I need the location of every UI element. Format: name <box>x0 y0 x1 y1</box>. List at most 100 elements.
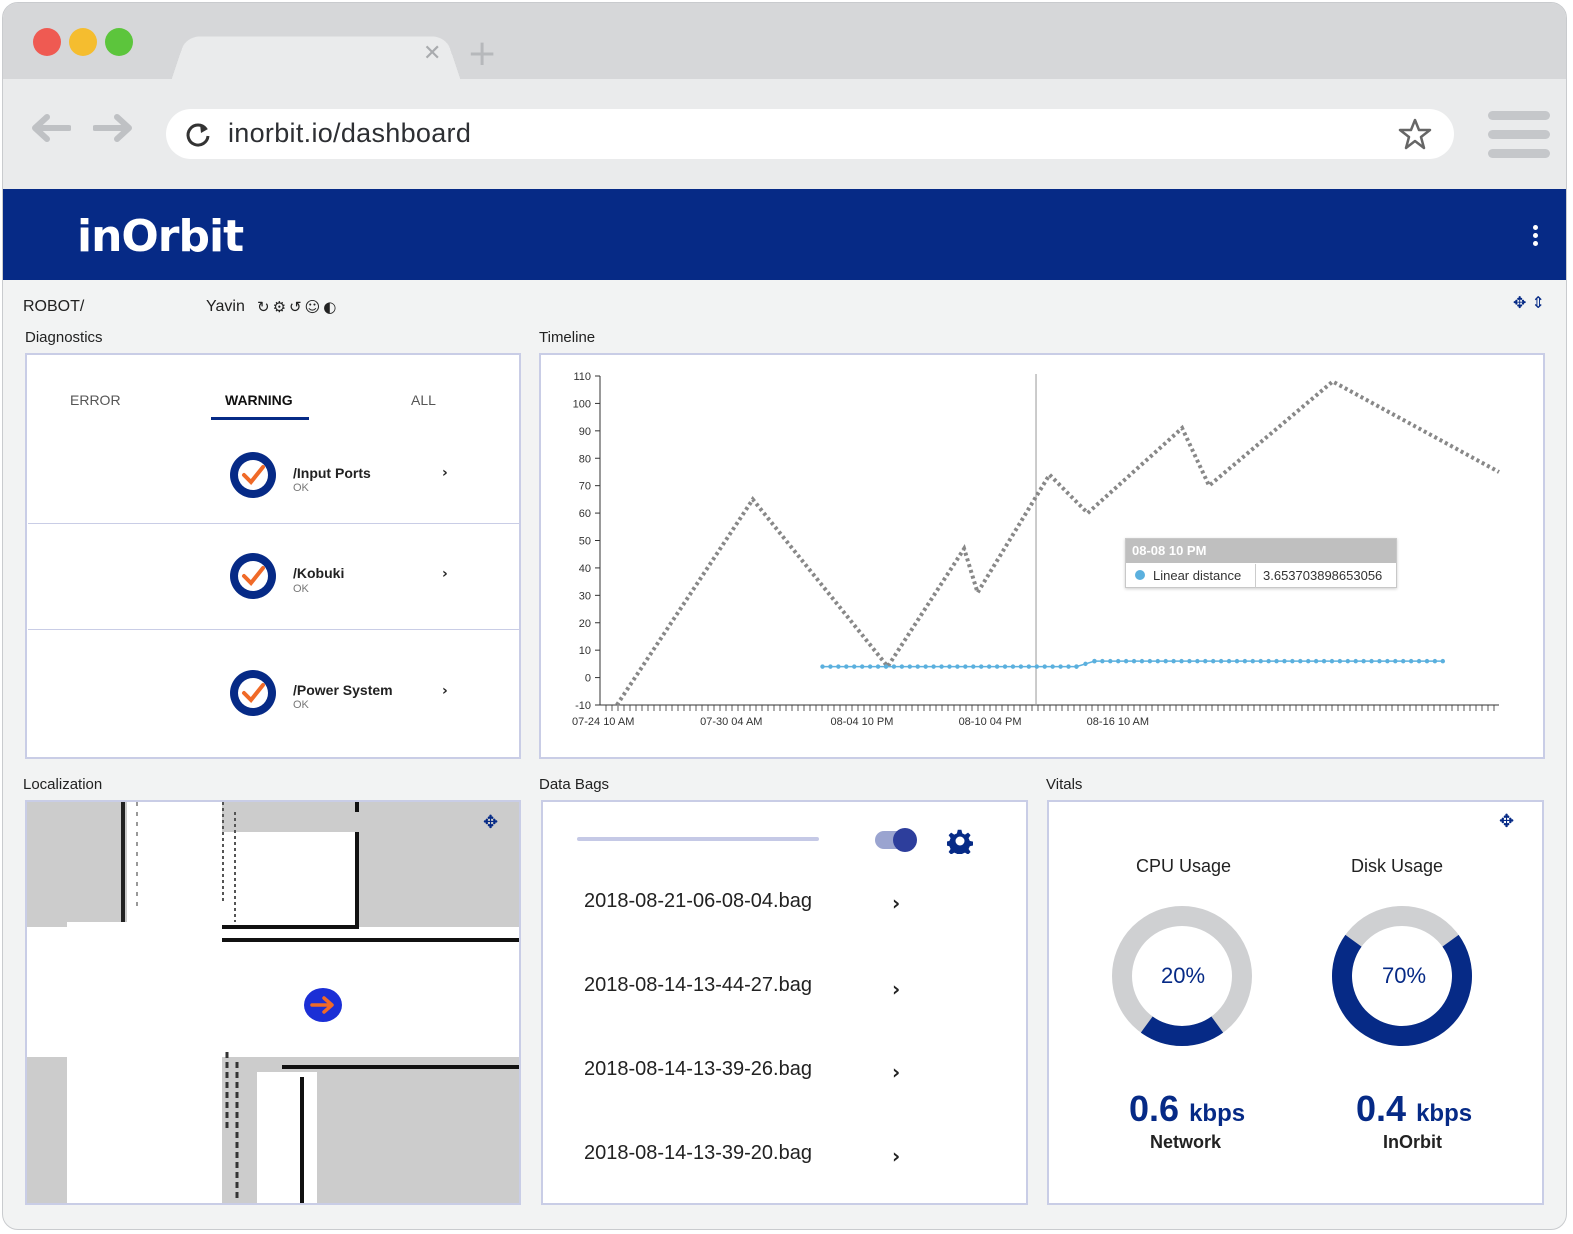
url-text[interactable]: inorbit.io/dashboard <box>228 118 472 148</box>
robot-breadcrumb[interactable]: ROBOT/ <box>23 298 85 315</box>
chevron-right-icon[interactable]: › <box>892 977 901 1001</box>
recording-toggle[interactable] <box>875 828 917 852</box>
chevron-right-icon[interactable]: › <box>442 566 448 582</box>
series-point <box>859 664 865 669</box>
series-point <box>1058 664 1063 669</box>
bag-file-name[interactable]: 2018-08-14-13-39-20.bag <box>584 1142 812 1164</box>
series-point <box>1100 658 1105 664</box>
new-tab-icon[interactable]: + <box>467 33 498 74</box>
series-point <box>1092 658 1097 664</box>
y-tick-label: 90 <box>579 426 591 438</box>
series-point <box>1108 658 1113 664</box>
series-point <box>891 664 897 669</box>
diagnostic-name: /Power System <box>293 682 393 698</box>
localization-map[interactable]: ✥ <box>25 800 521 1205</box>
series-point <box>1155 658 1160 664</box>
series-point <box>1010 664 1016 669</box>
ok-check-icon <box>230 553 276 599</box>
tab-warning[interactable]: WARNING <box>225 392 293 408</box>
chevron-right-icon[interactable]: › <box>442 683 448 699</box>
series-point <box>1116 658 1121 664</box>
x-tick-label: 07-30 04 AM <box>700 716 762 728</box>
app-header <box>3 189 1566 280</box>
x-tick-label: 08-04 10 PM <box>830 716 893 728</box>
chevron-right-icon[interactable]: › <box>442 465 448 481</box>
disk-usage-value: 70% <box>1382 963 1427 988</box>
diagnostic-status: OK <box>293 482 309 494</box>
y-tick-label: 100 <box>573 398 591 410</box>
robot-status-icons[interactable]: ↻⚙↺☺◐ <box>257 298 340 316</box>
series-point <box>1131 658 1137 664</box>
x-tick-label: 07-24 10 AM <box>572 716 634 728</box>
cpu-usage-label: CPU Usage <box>1136 856 1232 876</box>
bag-file-name[interactable]: 2018-08-21-06-08-04.bag <box>584 890 812 912</box>
diagnostic-row[interactable] <box>28 524 519 630</box>
series-point <box>1083 661 1088 667</box>
tab-warning-underline <box>211 417 309 420</box>
chevron-right-icon[interactable]: › <box>892 1060 901 1084</box>
chevron-right-icon[interactable]: › <box>892 1144 901 1168</box>
vitals-move-icon[interactable]: ✥ <box>1499 811 1515 832</box>
tab-all[interactable]: ALL <box>411 392 436 408</box>
series-point <box>1250 658 1255 664</box>
browser-tab[interactable] <box>171 36 461 81</box>
series-point <box>1345 658 1351 664</box>
address-bar[interactable]: inorbit.io/dashboard <box>166 109 1454 159</box>
y-tick-label: 80 <box>579 453 591 465</box>
series-point <box>1321 658 1327 664</box>
series-point <box>1042 664 1047 669</box>
disk-usage-label: Disk Usage <box>1351 856 1444 876</box>
series-point <box>1226 658 1232 664</box>
series-point <box>1258 658 1263 664</box>
forward-arrow-icon[interactable] <box>93 113 133 143</box>
series-point <box>1123 658 1129 664</box>
more-options-icon[interactable] <box>1533 225 1539 249</box>
series-point <box>1361 658 1366 664</box>
bag-file-name[interactable]: 2018-08-14-13-39-26.bag <box>584 1058 812 1080</box>
maximize-window-button[interactable] <box>105 28 133 56</box>
series-point <box>1377 658 1382 664</box>
minimize-window-button[interactable] <box>69 28 97 56</box>
series-point <box>1385 658 1390 664</box>
series-point <box>1139 658 1145 664</box>
series-point <box>923 664 928 669</box>
layout-move-icon[interactable]: ✥ ⇕ <box>1513 293 1545 312</box>
reload-icon[interactable] <box>184 121 212 149</box>
browser-menu-icon[interactable] <box>1488 111 1550 168</box>
series-point <box>844 664 849 669</box>
robot-marker-icon[interactable] <box>304 988 342 1022</box>
toggle-knob <box>893 828 917 852</box>
chevron-right-icon[interactable]: › <box>892 891 901 915</box>
series-point <box>1416 658 1422 664</box>
series-point <box>1050 664 1055 669</box>
series-point <box>1432 658 1438 664</box>
series-point <box>1018 664 1024 669</box>
bag-file-name[interactable]: 2018-08-14-13-44-27.bag <box>584 974 812 996</box>
robot-name: Yavin <box>206 298 245 315</box>
data-bags-progress-bar <box>577 837 819 841</box>
inorbit-logo[interactable]: inOrbit <box>77 211 244 262</box>
close-tab-icon[interactable]: ✕ <box>423 41 442 66</box>
timeline-title: Timeline <box>539 329 596 346</box>
series-point <box>986 664 992 669</box>
map-move-icon[interactable]: ✥ <box>483 812 499 833</box>
chart-tooltip: 08-08 10 PM Linear distance 3.6537038986… <box>1125 538 1397 588</box>
close-window-button[interactable] <box>33 28 61 56</box>
series-point <box>1298 658 1303 664</box>
tab-error[interactable]: ERROR <box>70 392 121 408</box>
back-arrow-icon[interactable] <box>31 113 71 143</box>
settings-gear-icon[interactable] <box>947 828 973 854</box>
series-point <box>947 664 952 669</box>
series-point <box>1440 658 1446 664</box>
series-point <box>939 664 944 669</box>
series-point <box>1179 658 1184 664</box>
diagnostic-name: /Input Ports <box>293 465 371 481</box>
bookmark-star-icon[interactable] <box>1398 117 1432 151</box>
vitals-title: Vitals <box>1046 776 1083 793</box>
occupancy-map <box>27 802 519 1203</box>
diagnostic-row[interactable] <box>28 423 519 524</box>
series-point <box>955 664 960 669</box>
y-tick-label: 40 <box>579 563 591 575</box>
data-bags-panel <box>541 800 1028 1205</box>
